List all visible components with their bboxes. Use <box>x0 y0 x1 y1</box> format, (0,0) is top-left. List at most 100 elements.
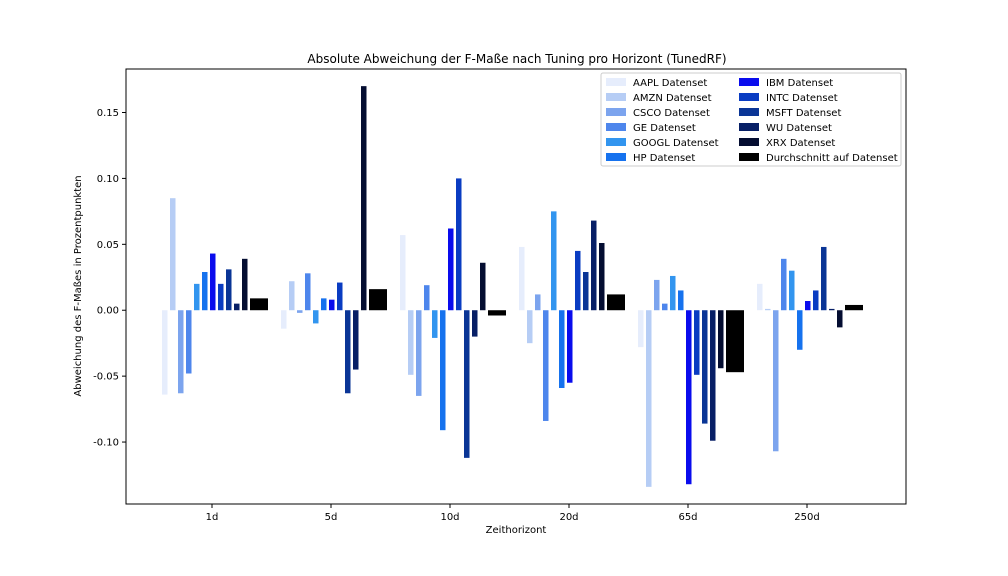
bar-ibm-65d <box>686 310 692 485</box>
legend-swatch <box>606 108 626 116</box>
plot-frame <box>125 68 907 505</box>
bar-aapl-20d <box>519 246 525 311</box>
legend-swatch <box>739 108 759 116</box>
bar-intc-20d <box>575 250 581 311</box>
bar-xrx-10d <box>480 262 486 311</box>
y-axis: -0.10 -0.05 0.00 0.05 0.10 0.15 <box>93 108 126 449</box>
legend-label: AMZN Datenset <box>633 93 712 104</box>
bar-wu-20d <box>591 220 597 311</box>
x-tick-label: 1d <box>206 512 219 523</box>
bar-hp-10d <box>440 310 446 431</box>
legend-label: XRX Datenset <box>766 138 835 149</box>
bar-ibm-1d <box>210 253 216 311</box>
bar-intc-5d <box>337 282 343 311</box>
bar-xrx-1d <box>242 258 248 311</box>
bar-amzn-20d <box>527 310 533 344</box>
legend-swatch <box>739 123 759 131</box>
legend-box <box>600 72 902 167</box>
bar-intc-65d <box>694 310 700 375</box>
bar-csco-5d <box>297 310 303 313</box>
y-tick-label: -0.10 <box>93 438 119 449</box>
x-tick-label: 10d <box>440 512 459 523</box>
bar-csco-1d <box>178 310 184 394</box>
legend-swatch <box>606 78 626 86</box>
legend-label: CSCO Datenset <box>633 108 710 119</box>
bar-hp-5d <box>321 298 327 311</box>
bar-msft-20d <box>583 272 589 311</box>
y-tick-label: 0.05 <box>97 240 119 251</box>
bar-durchschnitt-250d <box>845 304 863 311</box>
legend-label: INTC Datenset <box>766 93 838 104</box>
bar-intc-250d <box>813 290 819 311</box>
bar-aapl-250d <box>757 283 763 311</box>
bar-ge-1d <box>186 310 192 374</box>
legend-label: HP Datenset <box>633 153 695 164</box>
bar-msft-5d <box>345 310 351 394</box>
bar-msft-65d <box>702 310 708 424</box>
legend: AAPL Datenset AMZN Datenset CSCO Datenset G… <box>600 72 902 167</box>
bar-aapl-5d <box>281 310 287 329</box>
y-tick-label: 0.10 <box>97 174 119 185</box>
bar-msft-1d <box>226 269 232 311</box>
legend-label: AAPL Datenset <box>633 78 707 89</box>
y-tick-label: -0.05 <box>93 372 119 383</box>
y-tick-label: 0.00 <box>97 306 119 317</box>
bar-ibm-10d <box>448 228 454 311</box>
bar-googl-5d <box>313 310 319 324</box>
bar-intc-10d <box>456 178 462 311</box>
bar-wu-10d <box>472 310 478 337</box>
bar-xrx-250d <box>837 310 843 328</box>
legend-label: Durchschnitt auf Datenset <box>766 153 898 164</box>
bar-durchschnitt-10d <box>488 310 506 316</box>
bar-durchschnitt-20d <box>607 294 625 311</box>
bar-wu-5d <box>353 310 359 370</box>
x-tick-label: 5d <box>325 512 338 523</box>
bar-hp-250d <box>797 310 803 350</box>
bar-durchschnitt-1d <box>250 298 268 311</box>
bar-googl-250d <box>789 270 795 311</box>
bar-csco-65d <box>654 279 660 311</box>
bar-intc-1d <box>218 283 224 311</box>
bar-ibm-20d <box>567 310 573 383</box>
bar-msft-250d <box>821 246 827 311</box>
bar-durchschnitt-5d <box>369 289 387 311</box>
legend-swatch <box>739 78 759 86</box>
chart-title: Absolute Abweichung der F-Maße nach Tuni… <box>307 52 726 66</box>
x-axis-label: Zeithorizont <box>486 525 547 536</box>
bar-googl-65d <box>670 275 676 311</box>
legend-swatch <box>606 153 626 161</box>
legend-label: IBM Datenset <box>766 78 833 89</box>
bar-googl-1d <box>194 283 200 311</box>
bar-hp-20d <box>559 310 565 388</box>
bar-csco-20d <box>535 294 541 311</box>
bar-amzn-65d <box>646 310 652 487</box>
bar-amzn-10d <box>408 310 414 375</box>
bar-hp-1d <box>202 272 208 311</box>
bars-layer <box>162 86 863 487</box>
legend-label: GOOGL Datenset <box>633 138 719 149</box>
bar-ge-10d <box>424 285 430 311</box>
bar-wu-65d <box>710 310 716 441</box>
bar-wu-250d <box>829 308 835 311</box>
bar-googl-20d <box>551 211 557 311</box>
x-axis: 1d 5d 10d 20d 65d 250d <box>206 504 820 523</box>
bar-ge-20d <box>543 310 549 421</box>
y-tick-label: 0.15 <box>97 108 119 119</box>
bar-hp-65d <box>678 290 684 311</box>
bar-amzn-5d <box>289 281 295 311</box>
legend-label: GE Datenset <box>633 123 696 134</box>
x-tick-label: 250d <box>794 512 819 523</box>
bar-msft-10d <box>464 310 470 458</box>
y-axis-label: Abweichung des F-Maßes in Prozentpunkten <box>73 175 84 396</box>
legend-swatch <box>606 138 626 146</box>
bar-aapl-1d <box>162 310 168 395</box>
bar-amzn-1d <box>170 198 176 311</box>
legend-swatch <box>739 153 759 161</box>
x-tick-label: 65d <box>678 512 697 523</box>
bar-aapl-65d <box>638 310 644 348</box>
legend-swatch <box>606 93 626 101</box>
bar-ge-250d <box>781 258 787 311</box>
bar-googl-10d <box>432 310 438 338</box>
legend-label: MSFT Datenset <box>766 108 841 119</box>
